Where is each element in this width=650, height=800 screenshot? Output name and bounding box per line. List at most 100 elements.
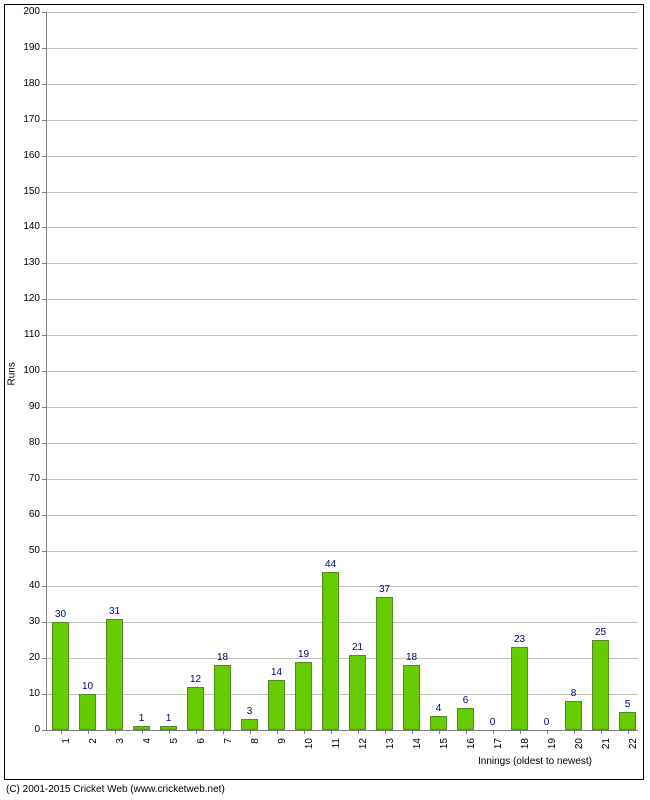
bar-value-label: 19	[292, 649, 316, 660]
bar-value-label: 0	[535, 717, 559, 728]
x-tick-label: 7	[223, 738, 234, 758]
x-tick	[412, 730, 413, 734]
y-tick-label: 130	[16, 257, 40, 268]
x-tick	[169, 730, 170, 734]
bar	[295, 662, 312, 730]
gridline	[46, 156, 638, 157]
bar-value-label: 1	[157, 713, 181, 724]
y-tick-label: 90	[16, 401, 40, 412]
x-tick	[196, 730, 197, 734]
bar-value-label: 3	[238, 706, 262, 717]
gridline	[46, 48, 638, 49]
gridline	[46, 694, 638, 695]
x-tick-label: 16	[466, 738, 477, 758]
y-tick-label: 190	[16, 42, 40, 53]
x-tick	[358, 730, 359, 734]
x-tick	[385, 730, 386, 734]
y-tick-label: 170	[16, 114, 40, 125]
x-tick-label: 9	[277, 738, 288, 758]
bar-value-label: 12	[184, 674, 208, 685]
bar	[511, 647, 528, 730]
bar	[322, 572, 339, 730]
x-tick-label: 1	[61, 738, 72, 758]
x-tick-label: 5	[169, 738, 180, 758]
x-tick-label: 15	[439, 738, 450, 758]
y-tick-label: 110	[16, 329, 40, 340]
bar	[52, 622, 69, 730]
y-tick-label: 140	[16, 221, 40, 232]
bar-value-label: 6	[454, 695, 478, 706]
gridline	[46, 443, 638, 444]
bar	[349, 655, 366, 730]
gridline	[46, 299, 638, 300]
y-tick-label: 150	[16, 186, 40, 197]
gridline	[46, 335, 638, 336]
x-tick-label: 18	[520, 738, 531, 758]
y-tick-label: 120	[16, 293, 40, 304]
gridline	[46, 192, 638, 193]
x-tick-label: 14	[412, 738, 423, 758]
y-tick-label: 70	[16, 473, 40, 484]
x-tick	[88, 730, 89, 734]
x-tick	[493, 730, 494, 734]
y-tick-label: 40	[16, 580, 40, 591]
chart-container: 0102030405060708090100110120130140150160…	[0, 0, 650, 800]
y-tick-label: 10	[16, 688, 40, 699]
x-tick	[547, 730, 548, 734]
gridline	[46, 622, 638, 623]
bar-value-label: 21	[346, 642, 370, 653]
x-tick	[628, 730, 629, 734]
bar-value-label: 44	[319, 559, 343, 570]
x-tick	[574, 730, 575, 734]
bar-value-label: 4	[427, 703, 451, 714]
x-tick-label: 12	[358, 738, 369, 758]
bar-value-label: 30	[49, 609, 73, 620]
bar	[619, 712, 636, 730]
bar	[430, 716, 447, 730]
bar	[214, 665, 231, 730]
y-tick-label: 30	[16, 616, 40, 627]
bar	[565, 701, 582, 730]
x-axis-title: Innings (oldest to newest)	[478, 756, 592, 767]
gridline	[46, 658, 638, 659]
x-tick	[115, 730, 116, 734]
x-tick-label: 3	[115, 738, 126, 758]
bar	[106, 619, 123, 730]
bar-value-label: 14	[265, 667, 289, 678]
gridline	[46, 371, 638, 372]
y-tick-label: 50	[16, 545, 40, 556]
bar-value-label: 8	[562, 688, 586, 699]
x-tick-label: 4	[142, 738, 153, 758]
x-tick-label: 22	[628, 738, 639, 758]
gridline	[46, 407, 638, 408]
bar-value-label: 18	[211, 652, 235, 663]
bar-value-label: 18	[400, 652, 424, 663]
x-tick-label: 20	[574, 738, 585, 758]
x-tick	[304, 730, 305, 734]
y-tick-label: 100	[16, 365, 40, 376]
y-axis-title: Runs	[7, 366, 18, 386]
bar	[268, 680, 285, 730]
y-tick-label: 20	[16, 652, 40, 663]
bar-value-label: 31	[103, 606, 127, 617]
y-tick-label: 60	[16, 509, 40, 520]
gridline	[46, 12, 638, 13]
gridline	[46, 263, 638, 264]
gridline	[46, 227, 638, 228]
chart-caption: (C) 2001-2015 Cricket Web (www.cricketwe…	[6, 784, 225, 795]
gridline	[46, 515, 638, 516]
x-tick	[142, 730, 143, 734]
y-tick-label: 160	[16, 150, 40, 161]
x-tick-label: 2	[88, 738, 99, 758]
x-tick-label: 11	[331, 738, 342, 758]
bar-value-label: 23	[508, 634, 532, 645]
y-tick-label: 180	[16, 78, 40, 89]
x-tick	[601, 730, 602, 734]
bar-value-label: 5	[616, 699, 640, 710]
gridline	[46, 479, 638, 480]
x-tick	[466, 730, 467, 734]
plot-area: 0102030405060708090100110120130140150160…	[46, 12, 638, 730]
x-tick	[439, 730, 440, 734]
x-axis-line	[46, 730, 638, 731]
bar	[187, 687, 204, 730]
